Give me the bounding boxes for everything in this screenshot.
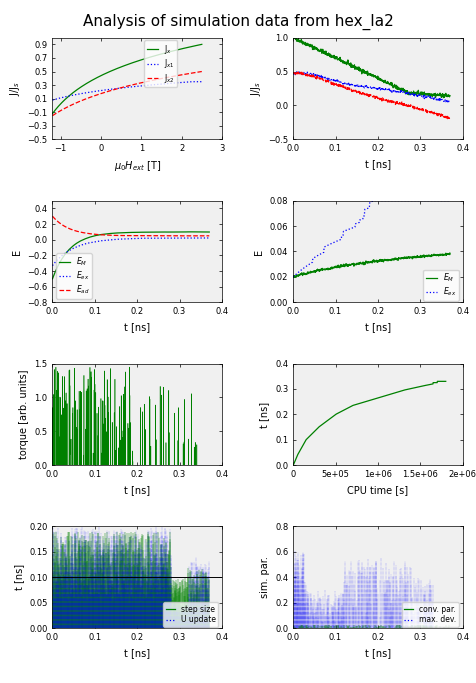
Legend: conv. par., max. dev.: conv. par., max. dev. [401, 602, 458, 626]
X-axis label: CPU time [s]: CPU time [s] [347, 485, 407, 494]
Y-axis label: torque [arb. units]: torque [arb. units] [19, 370, 29, 459]
Legend: $E_M$, $E_{ex}$, $E_{ad}$: $E_M$, $E_{ex}$, $E_{ad}$ [56, 253, 92, 298]
Y-axis label: J/J$_s$: J/J$_s$ [8, 81, 22, 96]
Y-axis label: t [ns]: t [ns] [259, 402, 269, 428]
Legend: step size, U update: step size, U update [163, 602, 218, 626]
Legend: J$_x$, J$_{x1}$, J$_{x2}$: J$_x$, J$_{x1}$, J$_{x2}$ [144, 40, 177, 87]
Legend: $E_M$, $E_{ex}$: $E_M$, $E_{ex}$ [423, 270, 458, 301]
X-axis label: $\mu_0 H_{ext}$ [T]: $\mu_0 H_{ext}$ [T] [113, 159, 160, 173]
X-axis label: t [ns]: t [ns] [124, 485, 150, 494]
X-axis label: t [ns]: t [ns] [364, 159, 390, 169]
X-axis label: t [ns]: t [ns] [364, 647, 390, 658]
X-axis label: t [ns]: t [ns] [124, 322, 150, 332]
Y-axis label: E: E [254, 249, 264, 255]
Text: Analysis of simulation data from hex_Ia2: Analysis of simulation data from hex_Ia2 [83, 14, 393, 30]
Y-axis label: E: E [12, 249, 22, 255]
X-axis label: t [ns]: t [ns] [364, 322, 390, 332]
Y-axis label: t [ns]: t [ns] [14, 564, 24, 591]
X-axis label: t [ns]: t [ns] [124, 647, 150, 658]
Y-axis label: sim. par.: sim. par. [259, 557, 269, 598]
Y-axis label: J/J$_s$: J/J$_s$ [248, 81, 262, 96]
